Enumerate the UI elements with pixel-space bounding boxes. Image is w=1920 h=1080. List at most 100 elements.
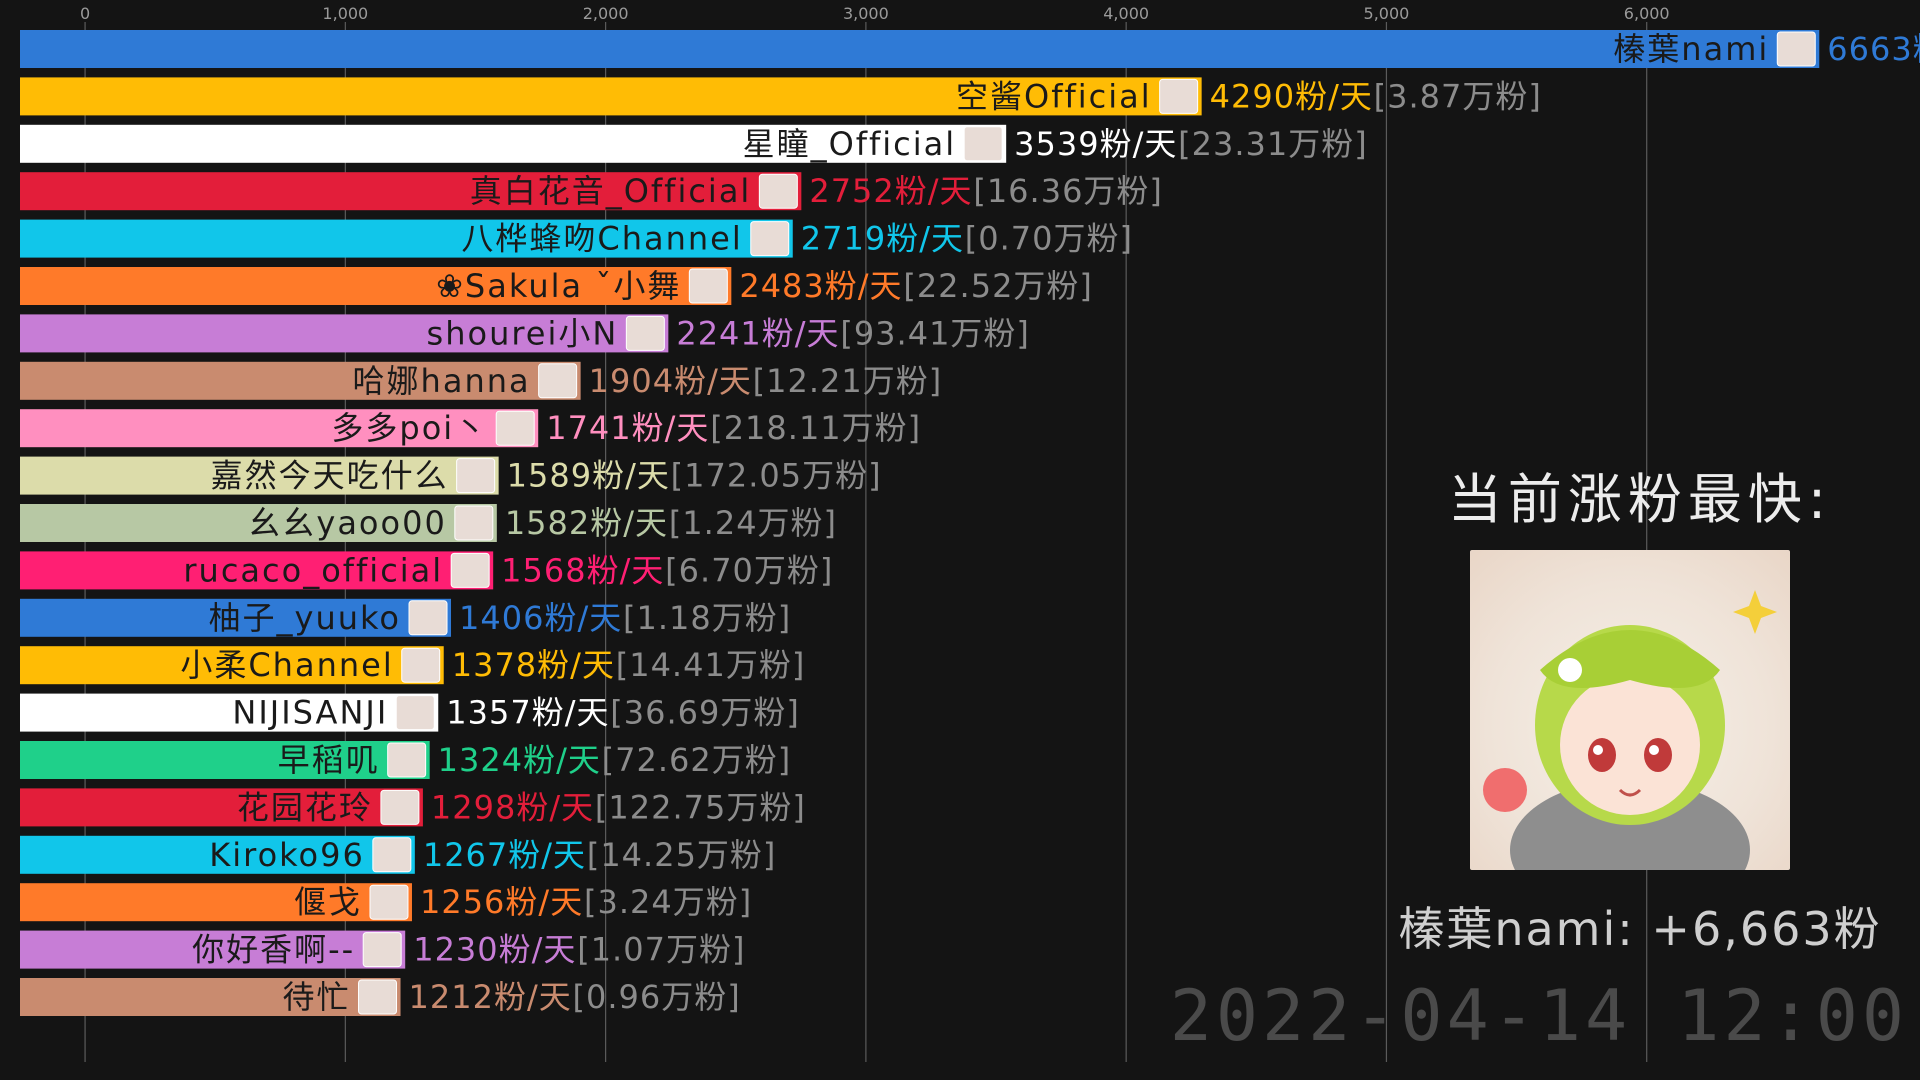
bar — [20, 788, 423, 827]
bar-total-label: [22.52万粉] — [903, 267, 1093, 305]
bar-value-label: 3539粉/天 — [1014, 125, 1177, 163]
bar — [20, 978, 401, 1016]
bar-value-label: 2241粉/天 — [676, 314, 839, 352]
bar-name-label: 你好香啊-- — [192, 931, 355, 969]
avatar-thumb-icon — [750, 221, 790, 257]
bar-name-label: 榛葉nami — [1613, 30, 1769, 68]
bar — [20, 219, 793, 258]
avatar-thumb-icon — [362, 932, 402, 968]
fastest-growth-caption: 榛葉nami: +6,663粉 — [1398, 902, 1882, 956]
avatar-thumb-icon — [387, 742, 427, 778]
bar — [20, 551, 494, 590]
avatar-thumb-icon — [456, 458, 496, 494]
x-tick-label: 3,000 — [843, 4, 889, 23]
avatar-thumb-icon — [380, 789, 420, 825]
bar-total-label: [1.24万粉] — [669, 504, 837, 542]
avatar-thumb-icon — [401, 647, 441, 683]
avatar-thumb-icon — [1159, 78, 1199, 114]
bar-total-label: [6.70万粉] — [665, 551, 833, 589]
bar-value-label: 1582粉/天 — [505, 504, 668, 542]
bar-name-label: 待忙 — [283, 978, 351, 1016]
bar-name-label: 哈娜hanna — [353, 362, 531, 400]
bar-value-label: 1230粉/天 — [413, 931, 576, 969]
avatar-thumb-icon — [358, 979, 398, 1015]
bar-total-label: [1.18万粉] — [623, 599, 791, 637]
avatar-thumb-icon — [963, 126, 1003, 162]
avatar-thumb-icon — [538, 363, 578, 399]
bar — [20, 30, 1820, 68]
bar — [20, 883, 412, 922]
bar — [20, 409, 539, 448]
bar — [20, 267, 732, 305]
bar-total-label: [14.41万粉] — [616, 646, 806, 684]
bar — [20, 504, 497, 542]
bar-total-label: [3.24万粉] — [584, 883, 752, 921]
bar-name-label: Kiroko96 — [209, 836, 365, 874]
bar-value-label: 2483粉/天 — [739, 267, 902, 305]
bar-total-label: [122.75万粉] — [595, 788, 806, 826]
bar-name-label: 柚子_yuuko — [209, 599, 401, 637]
bar — [20, 314, 669, 353]
bar — [20, 835, 415, 874]
bar-value-label: 1357粉/天 — [446, 694, 609, 732]
bar — [20, 361, 581, 400]
bar-name-label: 早稻叽 — [278, 741, 380, 779]
bar-total-label: [93.41万粉] — [840, 314, 1030, 352]
bar-name-label: ❀Sakula ˇ小舞 — [436, 267, 681, 305]
bar — [20, 77, 1202, 116]
bar-value-label: 1324粉/天 — [438, 741, 601, 779]
bar-total-label: [12.21万粉] — [753, 362, 943, 400]
x-tick-label: 5,000 — [1364, 4, 1410, 23]
bar-value-label: 1267粉/天 — [423, 836, 586, 874]
bar-value-label: 1904粉/天 — [589, 362, 752, 400]
x-tick-label: 2,000 — [583, 4, 629, 23]
bar-value-label: 2719粉/天 — [801, 220, 964, 258]
avatar-thumb-icon — [450, 552, 490, 588]
bar-value-label: 1568粉/天 — [501, 551, 664, 589]
bar-name-label: NIJISANJI — [232, 694, 388, 732]
bar-name-label: 偃戈 — [294, 883, 362, 921]
avatar-thumb-icon — [372, 837, 412, 873]
bar-total-label: [0.70万粉] — [965, 220, 1133, 258]
avatar-thumb-icon — [495, 410, 535, 446]
bar — [20, 598, 452, 637]
bar — [20, 741, 430, 779]
bar — [20, 124, 1007, 163]
bar-name-label: 八桦蜂吻Channel — [461, 220, 742, 258]
anime-girl-avatar-icon — [1470, 550, 1790, 870]
bar-name-label: 真白花音_Official — [470, 172, 752, 210]
bar-name-label: 花园花玲 — [237, 788, 373, 826]
bar-value-label: 1298粉/天 — [431, 788, 594, 826]
bar-name-label: 多多poi丶 — [331, 409, 488, 447]
bar-value-label: 1256粉/天 — [420, 883, 583, 921]
bar — [20, 456, 499, 495]
bar-name-label: shourei小N — [427, 314, 619, 352]
bar-value-label: 1212粉/天 — [409, 978, 572, 1016]
avatar-thumb-icon — [688, 268, 728, 304]
x-tick-label: 6,000 — [1624, 4, 1670, 23]
avatar-thumb-icon — [454, 505, 494, 541]
bar-value-label: 1589粉/天 — [507, 457, 670, 495]
bar — [20, 172, 802, 211]
avatar-thumb-icon — [408, 600, 448, 636]
bar-total-label: [14.25万粉] — [587, 836, 777, 874]
bar-value-label: 1741粉/天 — [546, 409, 709, 447]
avatar-thumb-icon — [395, 695, 435, 731]
avatar-thumb-icon — [758, 173, 798, 209]
bar — [20, 693, 439, 732]
avatar-thumb-icon — [1776, 31, 1816, 67]
bar-total-label: [1.07万粉] — [577, 931, 745, 969]
date-label: 2022-04-14 12:00 — [1169, 975, 1908, 1057]
bar-name-label: 幺幺yaoo00 — [248, 504, 446, 542]
bar-name-label: 小柔Channel — [180, 646, 393, 684]
bar — [20, 646, 444, 685]
bar-value-label: 1406粉/天 — [459, 599, 622, 637]
fastest-growth-title: 当前涨粉最快: — [1447, 468, 1833, 531]
bar-name-label: 空酱Official — [956, 77, 1152, 115]
bar-total-label: [23.31万粉] — [1178, 125, 1368, 163]
x-tick-label: 4,000 — [1103, 4, 1149, 23]
x-tick-label: 0 — [80, 4, 90, 23]
bar-total-label: [172.05万粉] — [671, 457, 882, 495]
bar-total-label: [72.62万粉] — [602, 741, 792, 779]
